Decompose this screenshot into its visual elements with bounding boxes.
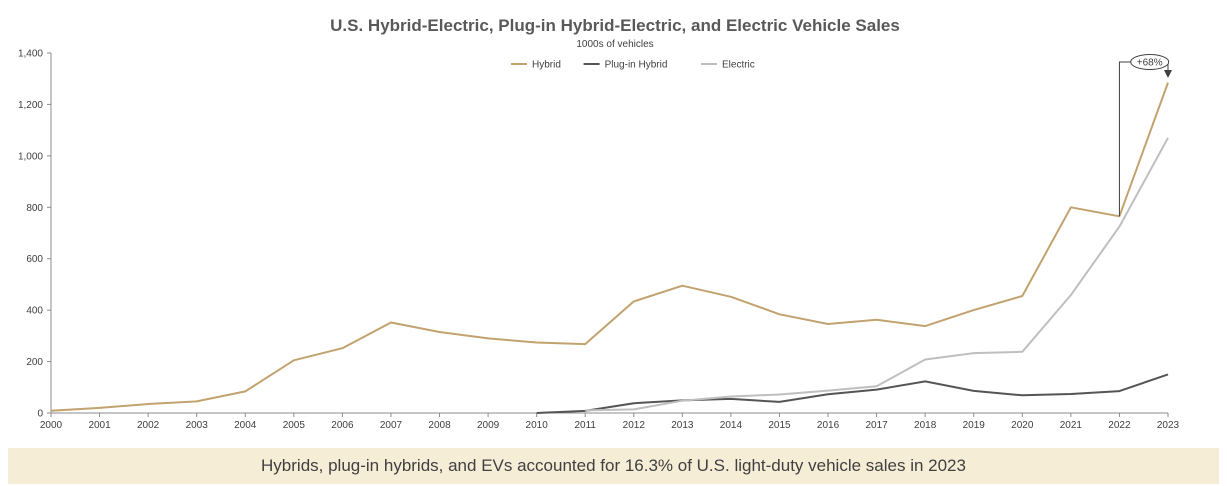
x-tick-label: 2022 — [1108, 420, 1131, 431]
x-tick-label: 2015 — [768, 420, 791, 431]
x-tick-label: 2001 — [88, 420, 111, 431]
x-tick-label: 2019 — [963, 420, 986, 431]
x-tick-label: 2007 — [380, 420, 403, 431]
x-tick-label: 2010 — [526, 420, 549, 431]
legend-label-electric: Electric — [722, 60, 755, 71]
series-lines — [50, 82, 1169, 414]
y-tick-label: 200 — [26, 357, 43, 368]
chart-title: U.S. Hybrid-Electric, Plug-in Hybrid-Ele… — [330, 16, 900, 35]
x-tick-label: 2002 — [137, 420, 160, 431]
x-tick-label: 2023 — [1157, 420, 1180, 431]
x-tick-label: 2004 — [234, 420, 257, 431]
annotation-bracket — [1118, 61, 1169, 217]
summary-banner-text: Hybrids, plug-in hybrids, and EVs accoun… — [261, 456, 966, 475]
x-tick-label: 2021 — [1060, 420, 1083, 431]
y-tick-label: 0 — [37, 409, 43, 420]
x-tick-label: 2009 — [477, 420, 500, 431]
legend: Hybrid Plug-in Hybrid Electric — [511, 60, 755, 71]
chart: U.S. Hybrid-Electric, Plug-in Hybrid-Ele… — [18, 16, 1180, 431]
y-tick-label: 1,200 — [18, 100, 43, 111]
x-tick-label: 2008 — [428, 420, 451, 431]
x-tick-label: 2005 — [283, 420, 306, 431]
x-tick-label: 2013 — [671, 420, 694, 431]
growth-annotation: +68% — [1118, 54, 1172, 217]
x-tick-label: 2003 — [186, 420, 209, 431]
summary-banner: Hybrids, plug-in hybrids, and EVs accoun… — [8, 448, 1219, 484]
x-tick-label: 2018 — [914, 420, 937, 431]
legend-label-plug-in-hybrid: Plug-in Hybrid — [605, 60, 668, 71]
series-line-plug-in-hybrid — [536, 373, 1169, 414]
series-line-electric — [585, 137, 1169, 412]
y-tick-label: 600 — [26, 254, 43, 265]
annotation-label: +68% — [1137, 58, 1163, 69]
x-axis: 2000 2001 2002 2003 2004 2005 2006 2007 2008 2009… — [40, 412, 1180, 431]
y-tick-label: 800 — [26, 203, 43, 214]
y-tick-label: 1,400 — [18, 49, 43, 60]
annotation-bubble — [1130, 54, 1170, 70]
y-tick-label: 1,000 — [18, 151, 43, 162]
x-tick-label: 2006 — [331, 420, 354, 431]
annotation-arrowhead — [1164, 70, 1172, 78]
y-tick-label: 400 — [26, 306, 43, 317]
x-tick-label: 2020 — [1011, 420, 1034, 431]
chart-subtitle: 1000s of vehicles — [576, 39, 653, 50]
x-tick-label: 2012 — [623, 420, 646, 431]
x-tick-label: 2016 — [817, 420, 840, 431]
legend-label-hybrid: Hybrid — [532, 60, 561, 71]
series-line-hybrid — [50, 82, 1169, 412]
x-tick-label: 2000 — [40, 420, 63, 431]
x-tick-label: 2011 — [574, 420, 596, 431]
x-tick-label: 2014 — [720, 420, 743, 431]
x-tick-label: 2017 — [865, 420, 888, 431]
y-axis: 0 200 400 600 800 1,000 1,200 1,400 — [18, 49, 52, 420]
